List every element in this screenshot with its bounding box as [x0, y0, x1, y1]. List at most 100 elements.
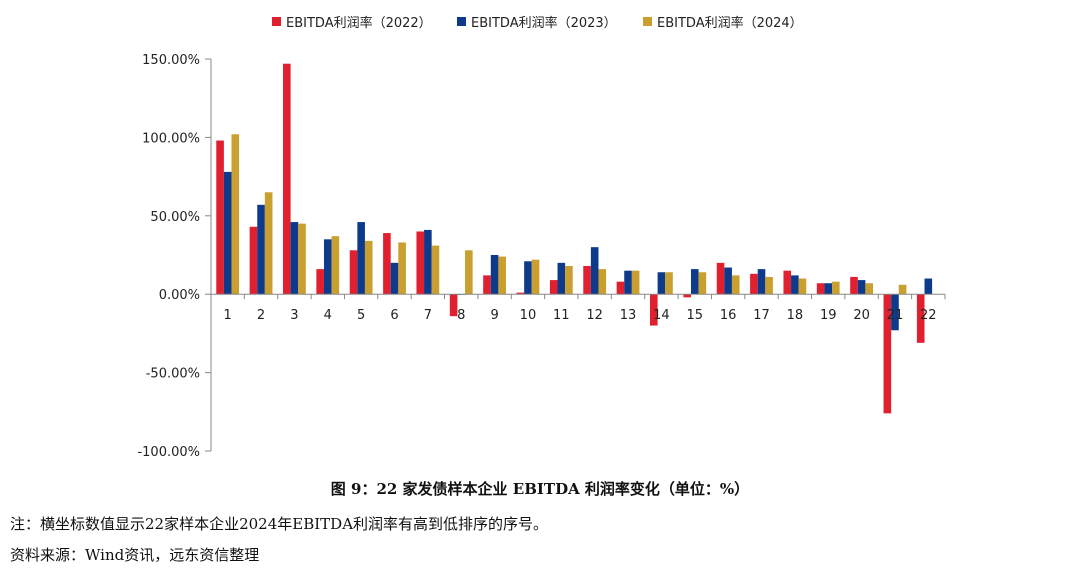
x-tick-label: 11 [553, 308, 570, 323]
y-tick-label: -50.00% [146, 367, 200, 382]
bar [316, 269, 324, 295]
bar [249, 226, 258, 295]
legend-swatch [272, 17, 281, 26]
bar [650, 294, 658, 326]
bar [657, 272, 666, 295]
x-tick-label: 6 [390, 308, 398, 323]
bar [257, 204, 265, 295]
figure-caption: 图 9：22 家发债样本企业 EBITDA 利润率变化（单位：%） [330, 480, 750, 498]
bar [731, 275, 740, 295]
x-tick-label: 22 [920, 308, 937, 323]
bar [565, 265, 573, 295]
bar [549, 280, 558, 295]
bar [916, 294, 925, 343]
x-tick-label: 16 [720, 308, 737, 323]
bar [757, 269, 766, 295]
bar [624, 270, 632, 295]
bar [383, 233, 391, 295]
bar [323, 239, 332, 295]
x-axis: 1 2 3 4 5 6 7 8 9 10 11 12 13 14 15 16 17 18 19 20 21 22 [211, 293, 946, 323]
x-tick-label: 17 [753, 308, 770, 323]
bar [431, 245, 440, 295]
bar [665, 272, 673, 295]
bar [791, 275, 799, 295]
bar [264, 192, 273, 295]
bars [216, 63, 933, 414]
bar [683, 294, 691, 298]
bar [216, 140, 224, 295]
bar [690, 269, 699, 295]
x-tick-label: 7 [424, 308, 432, 323]
x-tick-label: 10 [520, 308, 537, 323]
bar [424, 229, 432, 295]
y-tick-label: -100.00% [137, 445, 200, 460]
bar [398, 242, 406, 295]
x-tick-label: 20 [853, 308, 870, 323]
chart-legend: EBITDA利润率（2022） EBITDA利润率（2023） EBITDA利润率（… [272, 15, 803, 31]
x-tick-label: 4 [324, 308, 332, 323]
x-tick-label: 1 [224, 308, 232, 323]
bar [898, 284, 907, 295]
bar [816, 283, 825, 295]
bar [557, 262, 566, 295]
x-tick-label: 12 [586, 308, 603, 323]
legend-swatch [643, 17, 652, 26]
bar [891, 294, 899, 331]
bar [364, 240, 373, 295]
bar [824, 283, 833, 295]
bar [283, 63, 291, 295]
bar [349, 250, 358, 295]
bar [465, 250, 473, 295]
bar [765, 276, 773, 295]
bar [857, 280, 866, 295]
bar [783, 270, 792, 295]
bar [483, 275, 491, 295]
x-tick-label: 21 [887, 308, 904, 323]
bar-chart: EBITDA利润率（2022） EBITDA利润率（2023） EBITDA利润率（… [137, 15, 946, 460]
bar [698, 272, 707, 295]
bar [531, 259, 540, 295]
bar [798, 278, 807, 295]
bar [750, 273, 758, 295]
figure-source: 资料来源：Wind资讯，远东资信整理 [10, 546, 260, 564]
bar [416, 231, 425, 295]
bar [390, 262, 399, 295]
x-tick-label: 18 [787, 308, 804, 323]
bar [231, 134, 240, 295]
bar [498, 256, 506, 295]
bar [449, 294, 458, 317]
y-tick-label: 150.00% [142, 53, 200, 68]
bar [524, 261, 532, 295]
figure-note: 注：横坐标数值显示22家样本企业2024年EBITDA利润率有高到低排序的序号。 [10, 515, 549, 533]
bar [223, 171, 232, 295]
y-tick-label: 100.00% [142, 131, 200, 146]
x-tick-label: 14 [653, 308, 670, 323]
bar [357, 222, 365, 295]
bar [583, 265, 591, 295]
bar [716, 262, 725, 295]
y-tick-label: 50.00% [150, 210, 200, 225]
x-tick-label: 3 [290, 308, 298, 323]
bar [724, 267, 732, 295]
x-tick-label: 5 [357, 308, 365, 323]
x-tick-label: 13 [620, 308, 637, 323]
legend-label: EBITDA利润率（2022） [286, 15, 432, 31]
bar [631, 270, 640, 295]
legend-label: EBITDA利润率（2023） [471, 15, 617, 31]
x-tick-label: 19 [820, 308, 837, 323]
bar [590, 247, 599, 295]
bar [298, 223, 306, 295]
bar [850, 276, 858, 295]
bar [616, 281, 625, 295]
x-tick-label: 2 [257, 308, 265, 323]
bar [924, 278, 933, 295]
bar [865, 283, 873, 295]
bar [490, 255, 499, 295]
legend-label: EBITDA利润率（2024） [657, 15, 803, 31]
x-tick-label: 8 [457, 308, 465, 323]
y-axis: 150.00% 100.00% 50.00% 0.00% -50.00% -100.00% [137, 53, 212, 460]
bar [516, 292, 525, 295]
bar [290, 222, 299, 295]
bar [331, 236, 340, 295]
x-tick-label: 15 [686, 308, 703, 323]
